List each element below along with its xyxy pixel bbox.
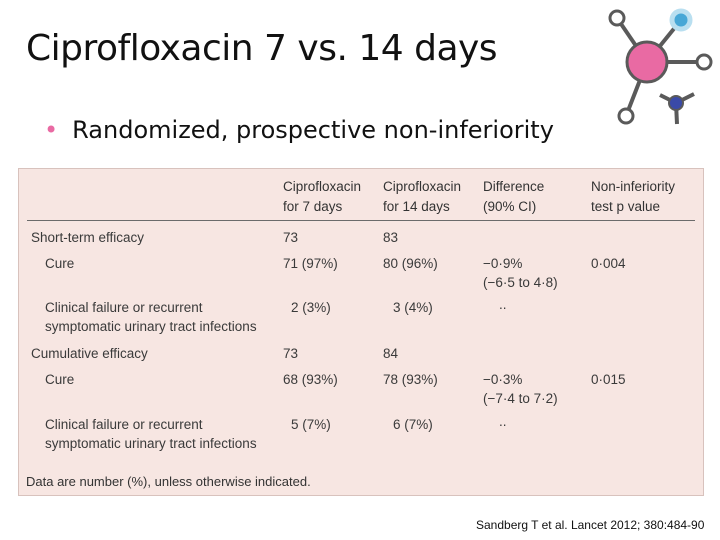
cell-failure-short-7: 2 (3%) — [291, 300, 331, 315]
cell-failure-cumulative-14: 6 (7%) — [393, 417, 433, 432]
header-cipro-14: Ciprofloxacin for 14 days — [383, 177, 461, 217]
header-cipro-7-line1: Ciprofloxacin — [283, 179, 362, 194]
row-label-failure-short-2: symptomatic urinary tract infections — [45, 319, 257, 334]
header-cipro-7-line2: for 7 days — [283, 199, 343, 214]
header-cipro-7: Ciprofloxacin for 7 days — [283, 177, 361, 217]
cell-failure-short-diff: .. — [499, 297, 507, 312]
row-label-cure-cumulative: Cure — [45, 372, 75, 387]
cell-cumulative-7: 73 — [283, 346, 299, 361]
header-cipro-14-line2: for 14 days — [383, 199, 450, 214]
cell-cure-cumulative-ci: (−7·4 to 7·2) — [483, 391, 558, 406]
cell-failure-cumulative-diff: .. — [499, 414, 507, 429]
bullet-dot-icon: • — [44, 116, 59, 144]
cell-cure-short-ci: (−6·5 to 4·8) — [483, 275, 558, 290]
row-label-failure-cumulative-2: symptomatic urinary tract infections — [45, 436, 257, 451]
bullet-item: • Randomized, prospective non-inferiority — [44, 116, 554, 144]
cell-failure-cumulative-7: 5 (7%) — [291, 417, 331, 432]
bullet-text: Randomized, prospective non-inferiority — [72, 116, 554, 144]
table-footnote: Data are number (%), unless otherwise in… — [26, 474, 311, 489]
header-p-value-line1: Non-inferiority — [591, 179, 676, 194]
row-label-short-term: Short-term efficacy — [31, 230, 145, 245]
cell-cure-short-14: 80 (96%) — [383, 256, 438, 271]
molecule-logo-icon — [608, 8, 713, 125]
cell-cure-cumulative-14: 78 (93%) — [383, 372, 438, 387]
cell-short-term-14: 83 — [383, 230, 399, 245]
cell-failure-short-14: 3 (4%) — [393, 300, 433, 315]
header-difference-line2: (90% CI) — [483, 199, 537, 214]
cell-cure-short-p: 0·004 — [591, 256, 626, 271]
header-difference-line1: Difference — [483, 179, 545, 194]
header-p-value-line2: test p value — [591, 199, 661, 214]
cell-cure-cumulative-p: 0·015 — [591, 372, 626, 387]
cell-cure-short-diff: −0·9% — [483, 256, 523, 271]
header-divider — [27, 220, 695, 221]
header-p-value: Non-inferiority test p value — [591, 177, 675, 217]
row-label-failure-short-1: Clinical failure or recurrent — [45, 300, 203, 315]
row-label-cumulative: Cumulative efficacy — [31, 346, 148, 361]
cell-cumulative-14: 84 — [383, 346, 399, 361]
cell-cure-cumulative-7: 68 (93%) — [283, 372, 338, 387]
cell-cure-short-7: 71 (97%) — [283, 256, 338, 271]
header-cipro-14-line1: Ciprofloxacin — [383, 179, 462, 194]
citation: Sandberg T et al. Lancet 2012; 380:484-9… — [476, 518, 705, 532]
row-label-failure-cumulative-1: Clinical failure or recurrent — [45, 417, 203, 432]
cell-cure-cumulative-diff: −0·3% — [483, 372, 523, 387]
slide-title: Ciprofloxacin 7 vs. 14 days — [26, 28, 498, 69]
header-difference: Difference (90% CI) — [483, 177, 544, 217]
results-table: Ciprofloxacin for 7 days Ciprofloxacin f… — [18, 168, 704, 496]
row-label-cure-short: Cure — [45, 256, 75, 271]
cell-short-term-7: 73 — [283, 230, 299, 245]
